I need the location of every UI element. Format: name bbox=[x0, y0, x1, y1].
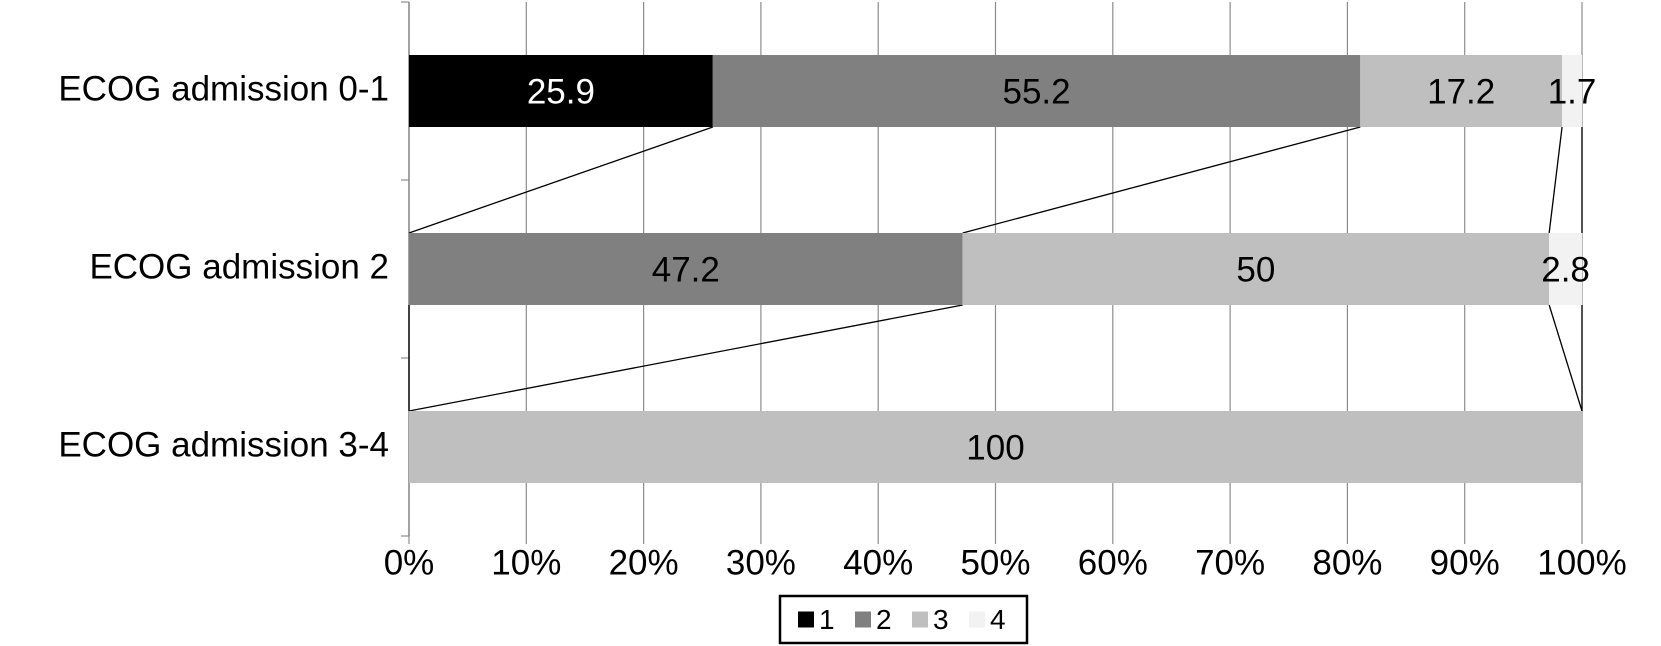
data-label: 1.7 bbox=[1548, 72, 1597, 111]
legend-label: 1 bbox=[819, 604, 835, 635]
x-tick-label: 100% bbox=[1537, 543, 1627, 582]
x-tick-label: 30% bbox=[726, 543, 796, 582]
y-tick-label: ECOG admission 3-4 bbox=[58, 425, 389, 464]
legend-label: 2 bbox=[876, 604, 892, 635]
bar-segment bbox=[1562, 55, 1582, 127]
data-label: 50 bbox=[1236, 250, 1275, 289]
bar-segment bbox=[409, 411, 1582, 483]
series-line bbox=[408, 126, 714, 234]
y-tick-label: ECOG admission 2 bbox=[89, 247, 389, 286]
x-tick-label: 60% bbox=[1078, 543, 1148, 582]
x-tick-label: 90% bbox=[1430, 543, 1500, 582]
data-label: 25.9 bbox=[527, 72, 595, 111]
legend-swatch bbox=[798, 611, 814, 628]
x-tick-label: 10% bbox=[491, 543, 561, 582]
x-tick-label: 80% bbox=[1312, 543, 1382, 582]
data-label: 17.2 bbox=[1427, 72, 1495, 111]
series-line bbox=[962, 126, 1361, 234]
x-tick-label: 50% bbox=[960, 543, 1030, 582]
data-label: 100 bbox=[966, 428, 1024, 467]
x-tick-label: 20% bbox=[609, 543, 679, 582]
legend-box bbox=[778, 594, 1029, 645]
data-label: 47.2 bbox=[652, 250, 720, 289]
bar-segment bbox=[409, 233, 963, 305]
series-line bbox=[408, 304, 963, 412]
data-label: 2.8 bbox=[1541, 250, 1590, 289]
x-tick-label: 40% bbox=[843, 543, 913, 582]
legend-label: 3 bbox=[933, 604, 949, 635]
bar-segment bbox=[712, 55, 1361, 127]
bar-segment bbox=[1549, 233, 1582, 305]
bar-segment bbox=[1360, 55, 1563, 127]
legend-swatch bbox=[912, 611, 928, 628]
legend-label: 4 bbox=[990, 604, 1006, 635]
legend-swatch bbox=[969, 611, 985, 628]
x-tick-label: 70% bbox=[1195, 543, 1265, 582]
series-line bbox=[1548, 126, 1563, 234]
legend-swatch bbox=[855, 611, 871, 628]
bar-segment bbox=[962, 233, 1550, 305]
data-label: 55.2 bbox=[1002, 72, 1070, 111]
x-tick-label: 0% bbox=[384, 543, 435, 582]
y-tick-label: ECOG admission 0-1 bbox=[58, 69, 389, 108]
series-line bbox=[1548, 304, 1583, 412]
bar-segment bbox=[409, 55, 713, 127]
